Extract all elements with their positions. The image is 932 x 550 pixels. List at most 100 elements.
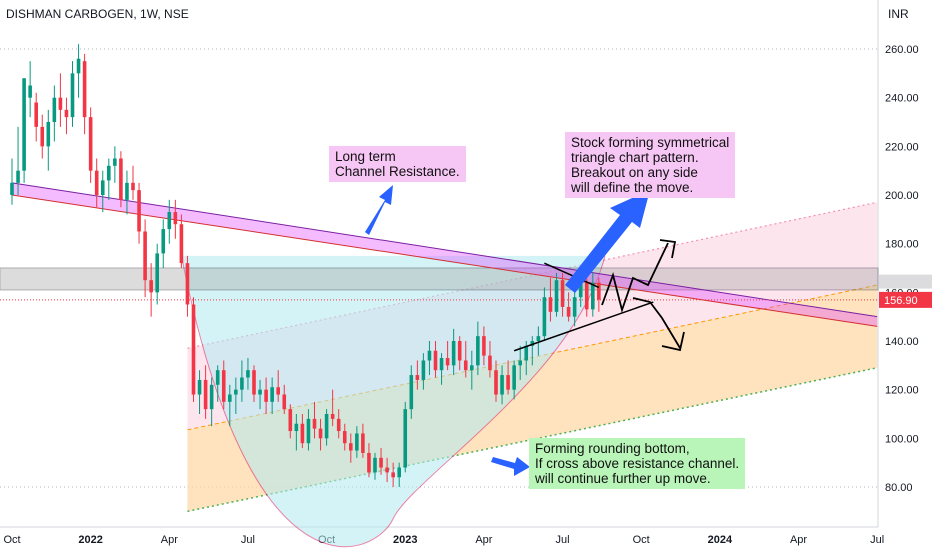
candle-body — [336, 418, 341, 432]
candle-body — [76, 58, 81, 74]
chart-symbol-title: DISHMAN CARBOGEN, 1W, NSE — [6, 7, 189, 21]
y-tick-label: 260.00 — [885, 44, 919, 56]
candle-body — [306, 418, 311, 444]
candle-body — [494, 370, 498, 395]
breakout-up-arrowhead — [659, 239, 677, 259]
candle-body — [107, 165, 111, 181]
y-tick-label: 80.00 — [885, 482, 913, 494]
candle-body — [149, 280, 153, 293]
candle-body — [270, 387, 274, 402]
candle-body — [28, 85, 32, 98]
currency-label: INR — [888, 7, 909, 21]
x-tick-label: Jul — [241, 534, 255, 546]
candle-body — [34, 102, 38, 127]
y-tick-label: 200.00 — [885, 190, 919, 202]
candle-body — [518, 360, 522, 366]
candle-body — [64, 109, 69, 118]
candle-body — [58, 97, 63, 110]
candle-body — [349, 443, 353, 451]
candle-body — [476, 336, 480, 366]
long-term-channel-lower — [11, 194, 878, 327]
candle-body — [457, 341, 462, 361]
candle-body — [46, 122, 51, 147]
last-price-badge — [879, 291, 932, 308]
candle-body — [16, 170, 20, 183]
candle-body — [500, 375, 504, 395]
candle-body — [88, 117, 93, 171]
candle-body — [542, 297, 547, 337]
x-tick-label: Oct — [3, 534, 20, 546]
candle-body — [566, 306, 571, 317]
rounding-bottom-arc — [180, 255, 606, 548]
y-tick-label: 120.00 — [885, 385, 919, 397]
candle-body — [397, 467, 401, 478]
candle-body — [367, 452, 371, 473]
candle-body — [530, 341, 535, 346]
x-tick-label: 2023 — [393, 534, 417, 546]
candle-body — [82, 61, 87, 118]
candle-body — [70, 73, 75, 118]
breakout-up-path — [601, 242, 669, 314]
candle-body — [330, 414, 335, 419]
candle-body — [203, 379, 208, 410]
candle-body — [536, 336, 541, 342]
y-tick-label: 180.00 — [885, 239, 919, 251]
candle-body — [22, 78, 26, 171]
candle-body — [591, 282, 595, 310]
blue-arrow-triangle — [565, 190, 650, 293]
y-tick-label: 100.00 — [885, 433, 919, 445]
candle-body — [246, 370, 250, 378]
candle-body — [113, 158, 117, 166]
candle-body — [355, 433, 359, 451]
candle-body — [234, 389, 238, 395]
candle-body — [240, 377, 244, 390]
candle-body — [524, 345, 529, 361]
candle-body — [415, 375, 420, 380]
y-tick-label: 240.00 — [885, 93, 919, 105]
candle-body — [215, 370, 220, 385]
candle-body — [488, 355, 492, 371]
candle-body — [94, 170, 99, 196]
candle-body — [373, 457, 377, 473]
candle-body — [361, 433, 365, 453]
candle-body — [228, 394, 232, 402]
channel-resistance-note: Long term Channel Resistance. — [329, 146, 466, 182]
candle-body — [191, 304, 196, 395]
candle-body — [179, 224, 184, 264]
candle-body — [578, 282, 583, 298]
candle-body — [10, 182, 14, 196]
x-tick-label: Jul — [870, 534, 884, 546]
candle-body — [167, 212, 172, 230]
candle-body — [439, 358, 444, 371]
candle-body — [445, 358, 450, 366]
candle-body — [312, 418, 317, 429]
candle-body — [482, 336, 486, 356]
candle-body — [300, 423, 305, 444]
candle-body — [512, 365, 516, 390]
candle-body — [572, 297, 577, 317]
candle-body — [119, 158, 123, 200]
x-tick-label: Jul — [556, 534, 570, 546]
x-tick-label: Apr — [790, 534, 807, 546]
rounding-bottom-note: Forming rounding bottom, If cross above … — [529, 438, 746, 489]
candle-body — [100, 180, 105, 196]
candle-body — [433, 350, 438, 371]
candle-body — [421, 360, 426, 380]
x-tick-label: 2022 — [78, 534, 102, 546]
y-tick-label: 220.00 — [885, 141, 919, 153]
x-tick-label: Apr — [161, 534, 178, 546]
candle-body — [342, 431, 347, 444]
blue-arrow-channel — [365, 185, 393, 235]
candle-body — [409, 375, 414, 410]
candle-body — [385, 467, 389, 473]
candle-body — [209, 384, 214, 410]
candle-body — [264, 389, 268, 402]
candle-body — [427, 350, 432, 361]
long-term-channel-upper — [11, 182, 878, 318]
candle-body — [221, 370, 226, 402]
candle-body — [137, 190, 141, 232]
candle-body — [125, 182, 129, 200]
candle-body — [318, 428, 323, 439]
candle-body — [584, 282, 589, 310]
